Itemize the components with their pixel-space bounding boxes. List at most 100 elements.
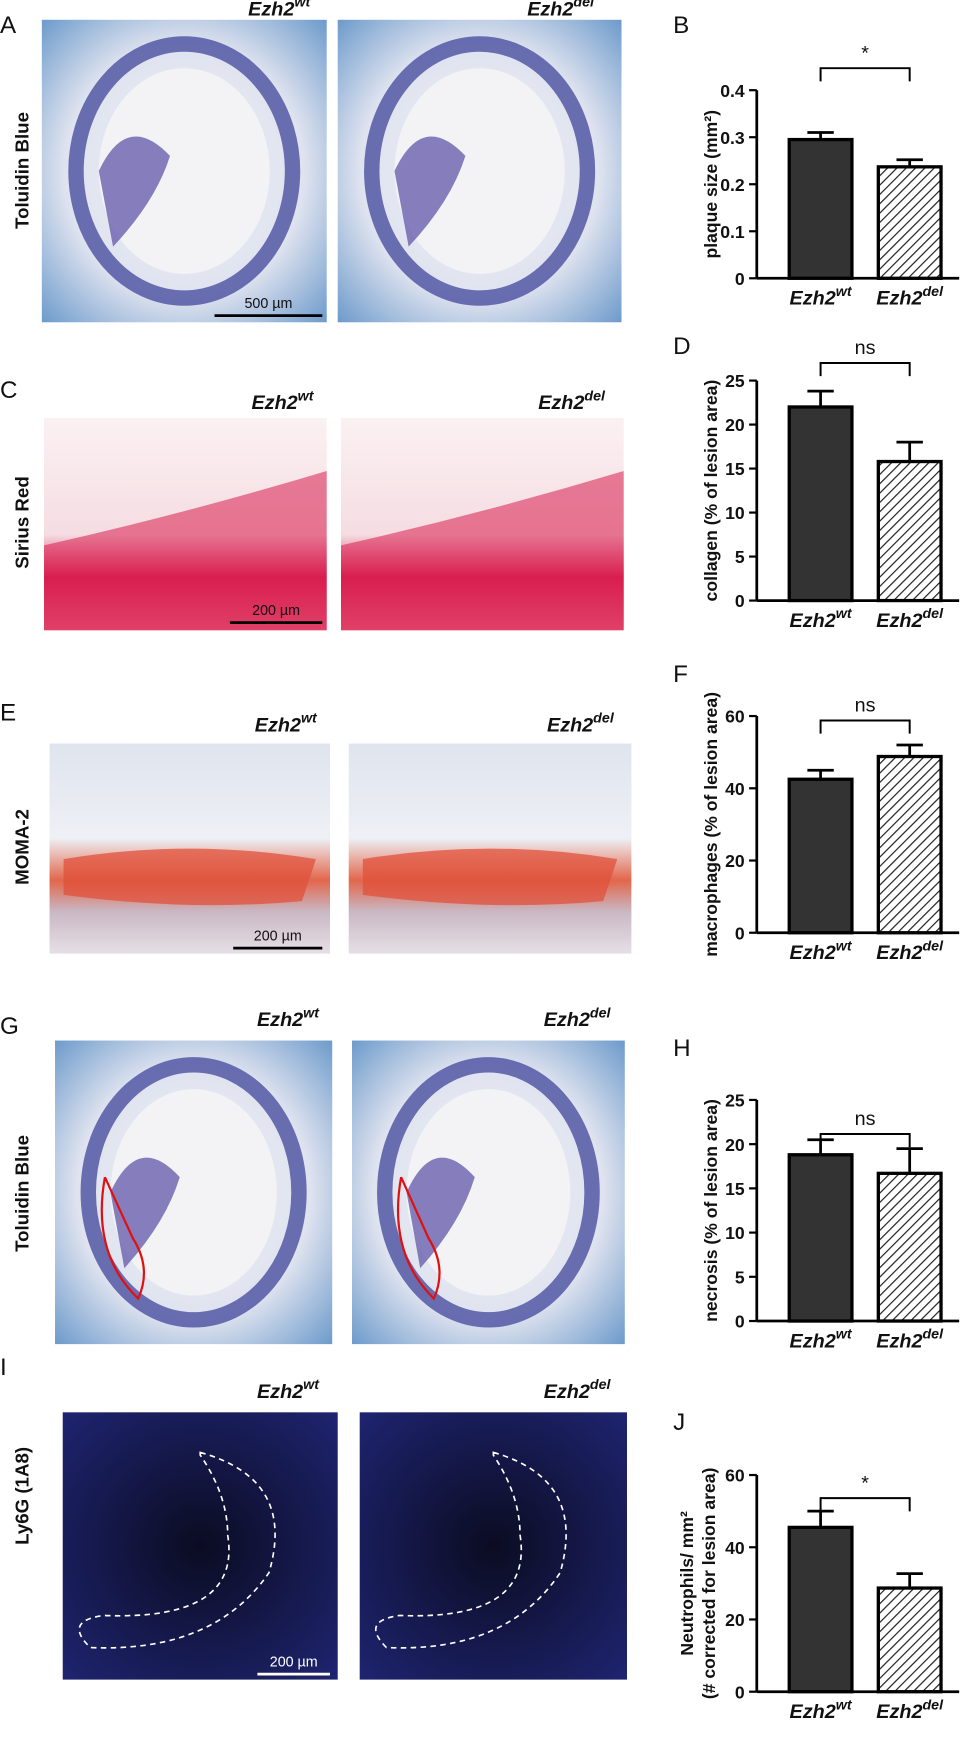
y-tick-label: 0: [735, 591, 745, 611]
bar: [787, 1525, 854, 1694]
bar: [787, 1153, 854, 1323]
y-tick-label: 0.3: [720, 128, 745, 148]
y-tick-label: 20: [725, 1135, 745, 1155]
y-tick-label: 20: [725, 415, 745, 435]
x-tick-label: Ezh2del: [876, 606, 944, 632]
significance-bracket: [819, 67, 911, 82]
stain-label: Toluidin Blue: [12, 112, 33, 229]
y-tick-label: 25: [725, 1091, 745, 1111]
collagen: [341, 471, 624, 631]
panel-letter: F: [673, 661, 688, 688]
bar: [787, 137, 854, 280]
x-tick-label: Ezh2wt: [790, 1327, 853, 1353]
genotype-label: Ezh2del: [538, 388, 606, 414]
y-tick-label: 60: [725, 1466, 745, 1486]
panel-letter: I: [0, 1354, 7, 1381]
scale-bar-label: 200 µm: [270, 1654, 318, 1670]
y-tick-label: 40: [725, 779, 745, 799]
y-tick-label: 25: [725, 371, 745, 391]
y-tick-label: 10: [725, 503, 745, 523]
micrograph: [359, 1412, 627, 1680]
x-tick-label: Ezh2wt: [790, 1697, 853, 1723]
x-tick-label: Ezh2del: [876, 1327, 944, 1353]
bar: [787, 405, 854, 603]
stain-label: Ly6G (1A8): [12, 1447, 33, 1545]
significance-label: *: [861, 42, 869, 64]
lesion-outline: [374, 1451, 567, 1649]
y-tick-label: 10: [725, 1223, 745, 1243]
collagen: [44, 471, 327, 631]
y-tick-label: 0: [735, 269, 745, 289]
x-tick-label: Ezh2wt: [790, 284, 853, 310]
panel-letter: D: [673, 333, 690, 360]
y-tick-label: 15: [725, 459, 745, 479]
plaque: [110, 1157, 180, 1269]
significance-bracket: [819, 719, 911, 734]
y-tick-label: 5: [735, 1267, 745, 1287]
plaque: [406, 1157, 475, 1269]
stain-label: MOMA-2: [12, 809, 33, 885]
y-tick-label: 0.4: [720, 81, 745, 101]
scale-bar-label: 500 µm: [244, 296, 292, 312]
plaque: [394, 136, 466, 247]
y-tick-label: 60: [725, 707, 745, 727]
y-tick-label: 20: [725, 851, 745, 871]
bar: [876, 165, 943, 280]
significance-bracket: [819, 1497, 911, 1512]
y-tick-label: 40: [725, 1538, 745, 1558]
genotype-label: Ezh2wt: [251, 388, 314, 414]
genotype-label: Ezh2wt: [257, 1005, 320, 1031]
x-tick-label: Ezh2del: [876, 938, 944, 964]
y-tick-label: 15: [725, 1179, 745, 1199]
y-axis-label: macrophages (% of lesion area): [701, 692, 721, 957]
macrophage-area: [63, 848, 316, 906]
genotype-label: Ezh2del: [527, 0, 595, 20]
bar: [876, 1586, 943, 1694]
y-axis-label: (# corrected for lesion area): [699, 1468, 719, 1700]
y-axis-label: necrosis (% of lesion area): [701, 1099, 721, 1322]
micrograph: [62, 1412, 338, 1680]
x-tick-label: Ezh2wt: [790, 606, 853, 632]
significance-bracket: [819, 361, 911, 377]
y-tick-label: 5: [735, 547, 745, 567]
genotype-label: Ezh2del: [544, 1005, 612, 1031]
panel-letter: A: [0, 12, 17, 39]
plaque: [98, 136, 171, 247]
y-axis-label: Neutrophils/ mm²: [677, 1511, 697, 1656]
bar: [787, 777, 854, 935]
vessel-wall: [377, 1057, 600, 1328]
vessel-wall: [364, 36, 596, 306]
panel-letter: J: [673, 1409, 685, 1436]
y-tick-label: 0: [735, 1682, 745, 1702]
scale-bar-label: 200 µm: [254, 928, 302, 944]
genotype-label: Ezh2wt: [248, 0, 311, 20]
panel-letter: G: [0, 1013, 19, 1040]
bar: [876, 459, 943, 603]
bar: [876, 754, 943, 935]
significance-bracket: [819, 1133, 911, 1148]
y-axis-label: plaque size (mm²): [701, 110, 721, 258]
necrosis-outline: [396, 1173, 441, 1301]
y-tick-label: 20: [725, 1610, 745, 1630]
vessel-wall: [68, 36, 301, 306]
significance-label: ns: [855, 1108, 876, 1130]
vessel-wall: [80, 1057, 307, 1328]
lesion-outline: [78, 1451, 276, 1649]
stain-label: Sirius Red: [12, 476, 33, 568]
lumen: [406, 1089, 571, 1296]
x-tick-label: Ezh2del: [876, 284, 944, 310]
stain-label: Toluidin Blue: [12, 1135, 33, 1252]
y-tick-label: 0: [735, 1312, 745, 1332]
x-tick-label: Ezh2del: [876, 1697, 944, 1723]
genotype-label: Ezh2del: [547, 711, 615, 737]
panel-letter: E: [0, 699, 16, 726]
significance-label: ns: [855, 337, 876, 359]
bar: [876, 1171, 943, 1323]
significance-label: *: [861, 1472, 869, 1494]
macrophage-area: [362, 848, 618, 906]
genotype-label: Ezh2wt: [255, 711, 318, 737]
lumen: [394, 68, 565, 274]
panel-letter: C: [0, 377, 17, 404]
panel-letter: B: [673, 12, 689, 39]
y-tick-label: 0.1: [720, 222, 745, 242]
